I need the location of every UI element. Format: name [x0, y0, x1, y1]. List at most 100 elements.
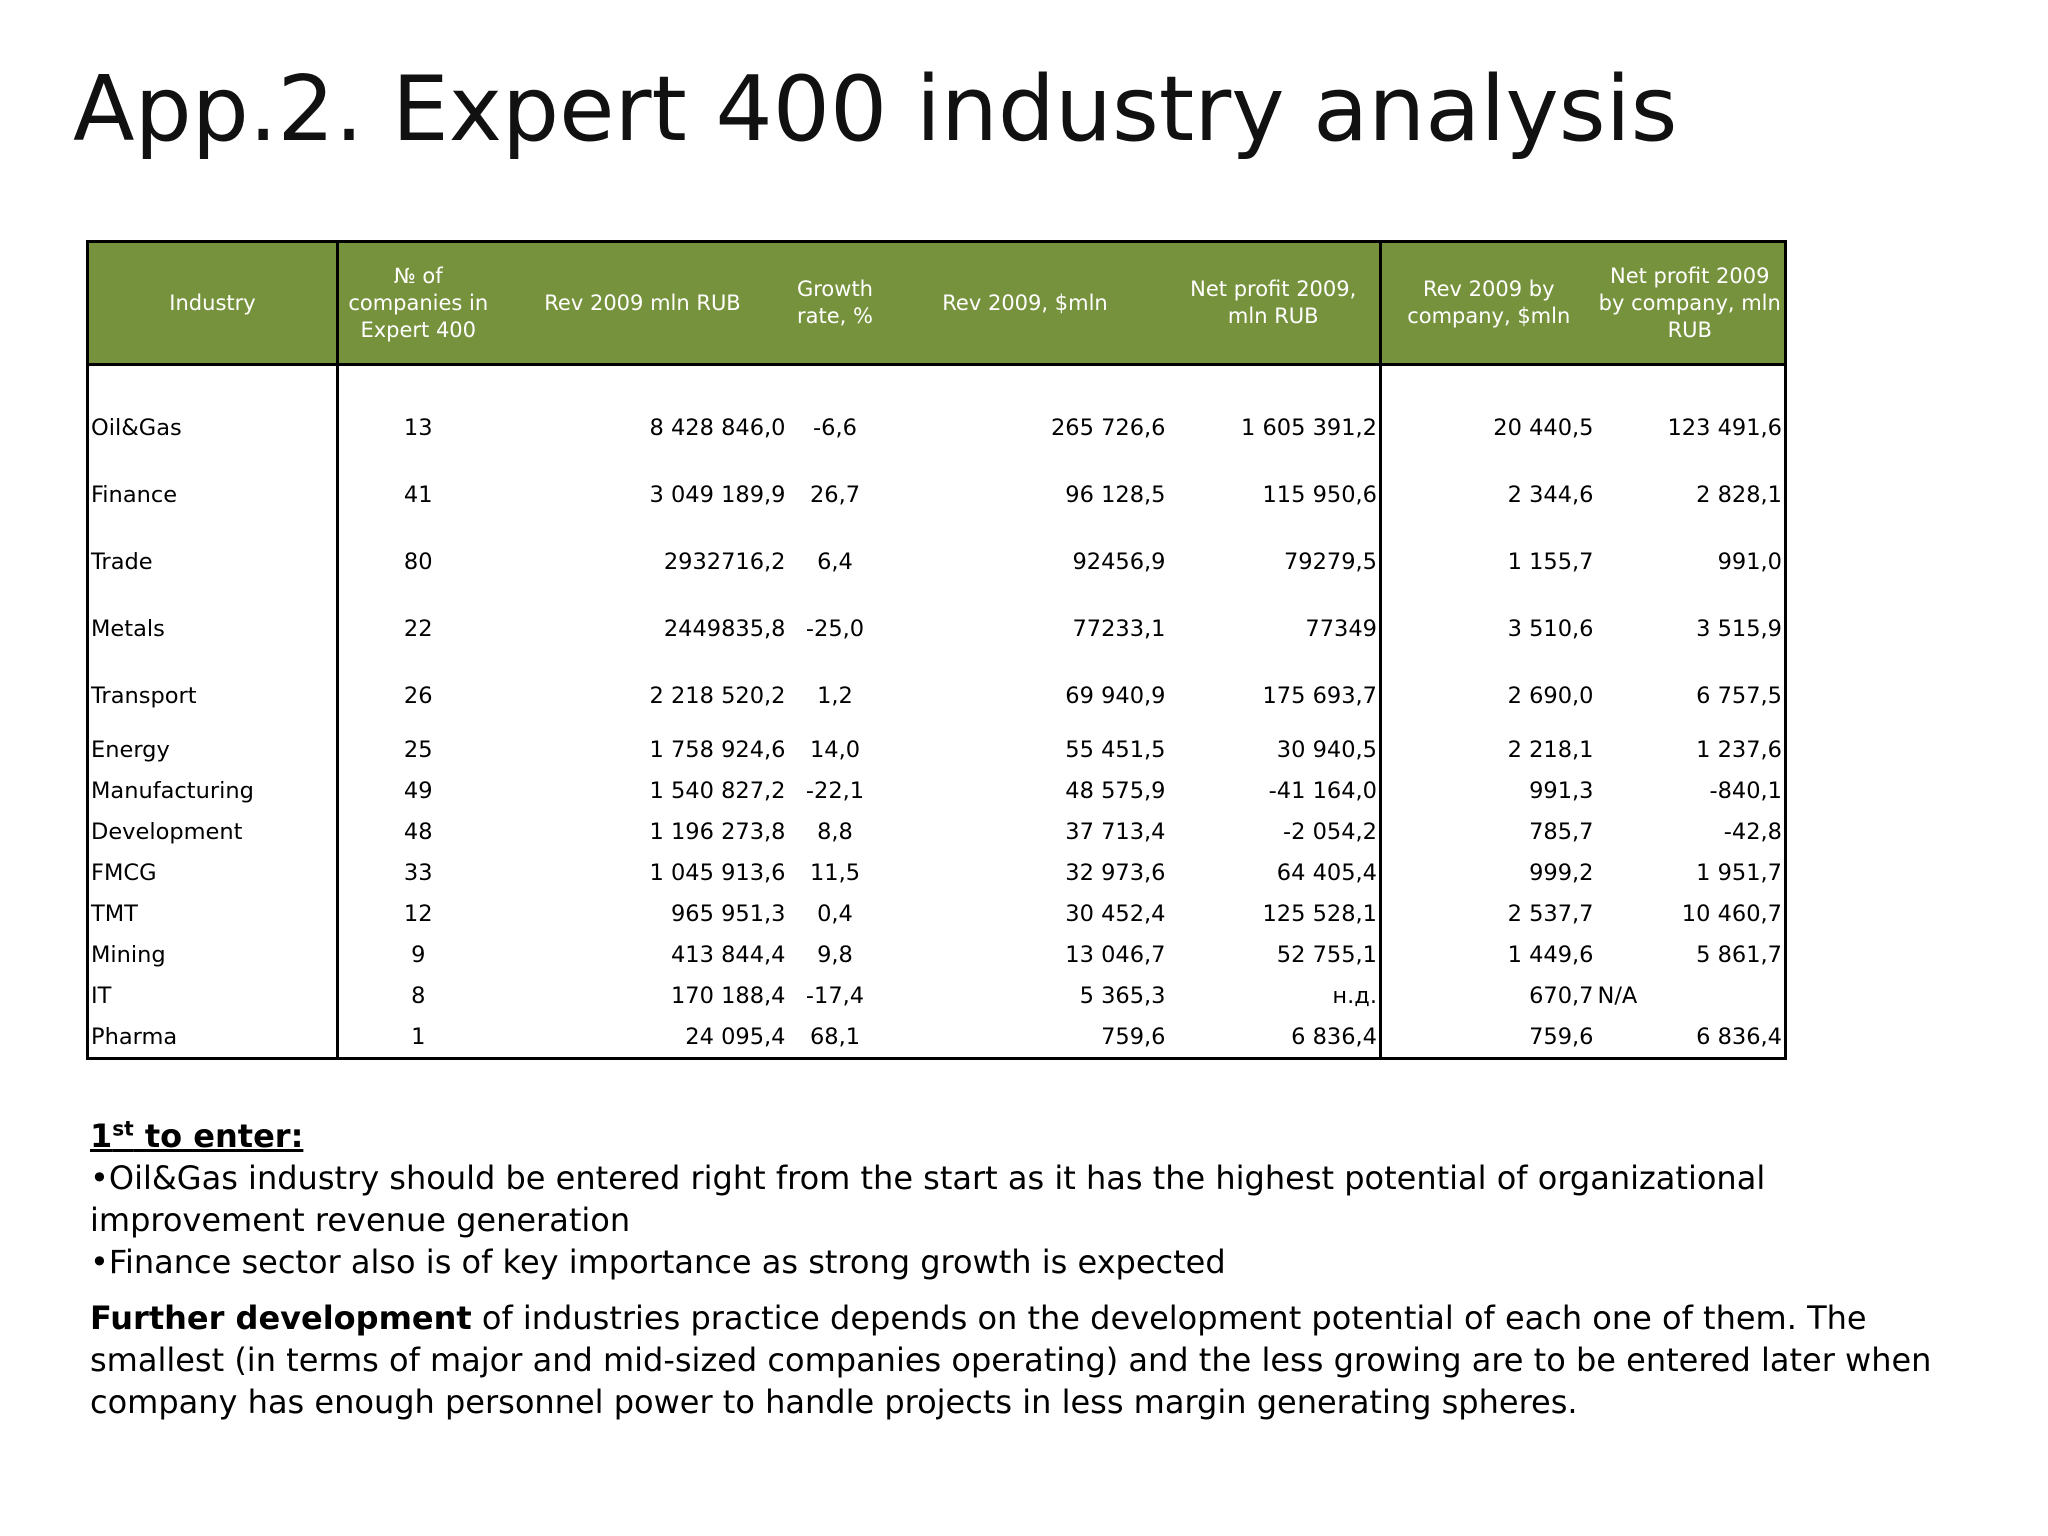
header-profit-by-company: Net profit 2009 by company, mln RUB: [1595, 241, 1786, 366]
notes-section: 1st to enter: •Oil&Gas industry should b…: [90, 1115, 1990, 1423]
cell-rev-rub: 8 428 846,0: [649, 414, 786, 441]
cell-growth: -17,4: [805, 982, 865, 1009]
cell-companies: 22: [336, 595, 498, 662]
cell-profit-by-company: -42,8: [1723, 818, 1782, 845]
cell-profit-by-company: 991,0: [1717, 548, 1782, 575]
cell-net-profit: 52 755,1: [1276, 941, 1377, 968]
cell-growth: -22,1: [805, 777, 865, 804]
table-row: TMT 12 965 951,3 0,4 30 452,4 125 528,1 2 537,…: [88, 893, 1786, 934]
cell-companies: 1: [336, 1016, 498, 1059]
cell-net-profit: н.д.: [1332, 982, 1377, 1009]
cell-rev-usd: 77233,1: [1072, 615, 1166, 642]
cell-industry: Mining: [91, 941, 166, 968]
cell-growth: 14,0: [809, 736, 861, 763]
cell-industry: TMT: [91, 900, 138, 927]
further-development-paragraph: Further development of industries practi…: [90, 1299, 1932, 1421]
cell-companies: 8: [336, 975, 498, 1016]
cell-rev-rub: 170 188,4: [670, 982, 786, 1009]
cell-rev-rub: 1 758 924,6: [649, 736, 786, 763]
cell-industry: Manufacturing: [91, 777, 254, 804]
table-row: Mining 9 413 844,4 9,8 13 046,7 52 755,1 1 449…: [88, 934, 1786, 975]
cell-companies: 9: [336, 934, 498, 975]
cell-rev-usd: 30 452,4: [1065, 900, 1166, 927]
cell-companies: 48: [336, 811, 498, 852]
header-companies-count: № of companies in Expert 400: [336, 241, 498, 366]
header-industry: Industry: [87, 241, 338, 366]
cell-net-profit: 77349: [1305, 615, 1377, 642]
cell-growth: 0,4: [817, 900, 853, 927]
cell-companies: 12: [336, 893, 498, 934]
cell-rev-by-company: 670,7: [1379, 975, 1596, 1016]
cell-profit-by-company: N/A: [1597, 982, 1638, 1009]
cell-rev-rub: 3 049 189,9: [649, 481, 786, 508]
cell-rev-usd: 265 726,6: [1050, 414, 1166, 441]
cell-rev-rub: 2449835,8: [663, 615, 786, 642]
cell-rev-by-company: 2 218,1: [1379, 729, 1596, 770]
cell-rev-rub: 2 218 520,2: [649, 682, 786, 709]
cell-rev-rub: 24 095,4: [685, 1023, 786, 1050]
cell-companies: 49: [336, 770, 498, 811]
table-row: Finance 41 3 049 189,9 26,7 96 128,5 115 950,…: [88, 461, 1786, 528]
cell-rev-by-company: 20 440,5: [1379, 394, 1596, 461]
cell-profit-by-company: 2 828,1: [1696, 481, 1782, 508]
cell-rev-usd: 69 940,9: [1065, 682, 1166, 709]
cell-rev-rub: 1 045 913,6: [649, 859, 786, 886]
table-row: Oil&Gas 13 8 428 846,0 -6,6 265 726,6 1 605 3…: [88, 394, 1786, 461]
cell-rev-rub: 965 951,3: [670, 900, 786, 927]
table-header-row: Industry № of companies in Expert 400 Re…: [87, 241, 1786, 366]
cell-growth: -25,0: [805, 615, 865, 642]
cell-rev-usd: 5 365,3: [1079, 982, 1166, 1009]
spacer-row: [88, 364, 1786, 394]
cell-industry: Energy: [91, 736, 170, 763]
cell-companies: 25: [336, 729, 498, 770]
cell-growth: 68,1: [809, 1023, 861, 1050]
header-net-profit: Net profit 2009, mln RUB: [1167, 241, 1381, 366]
cell-rev-rub: 2932716,2: [663, 548, 786, 575]
cell-rev-usd: 55 451,5: [1065, 736, 1166, 763]
cell-profit-by-company: 1 237,6: [1696, 736, 1782, 763]
table-row: Development 48 1 196 273,8 8,8 37 713,4 -2 05…: [88, 811, 1786, 852]
cell-rev-rub: 1 196 273,8: [649, 818, 786, 845]
cell-industry: Pharma: [91, 1023, 178, 1050]
cell-growth: 26,7: [809, 481, 861, 508]
cell-industry: Oil&Gas: [91, 414, 182, 441]
cell-net-profit: 79279,5: [1283, 548, 1377, 575]
cell-net-profit: 6 836,4: [1291, 1023, 1377, 1050]
cell-companies: 41: [336, 461, 498, 528]
cell-profit-by-company: 3 515,9: [1696, 615, 1782, 642]
cell-profit-by-company: -840,1: [1709, 777, 1782, 804]
cell-rev-usd: 13 046,7: [1065, 941, 1166, 968]
industry-table: Industry № of companies in Expert 400 Re…: [86, 240, 1787, 1060]
cell-industry: Finance: [91, 481, 178, 508]
table-row: IT 8 170 188,4 -17,4 5 365,3 н.д. 670,7 N/A: [88, 975, 1786, 1016]
cell-rev-by-company: 991,3: [1379, 770, 1596, 811]
cell-rev-usd: 48 575,9: [1065, 777, 1166, 804]
cell-industry: Transport: [91, 682, 197, 709]
cell-rev-by-company: 999,2: [1379, 852, 1596, 893]
cell-net-profit: 125 528,1: [1262, 900, 1377, 927]
cell-growth: 9,8: [817, 941, 853, 968]
table-row: FMCG 33 1 045 913,6 11,5 32 973,6 64 405,4 999…: [88, 852, 1786, 893]
cell-growth: -6,6: [813, 414, 857, 441]
cell-rev-usd: 37 713,4: [1065, 818, 1166, 845]
cell-rev-usd: 92456,9: [1072, 548, 1166, 575]
table-row: Manufacturing 49 1 540 827,2 -22,1 48 575,9 -…: [88, 770, 1786, 811]
cell-growth: 11,5: [809, 859, 861, 886]
cell-growth: 8,8: [817, 818, 853, 845]
cell-net-profit: -41 164,0: [1268, 777, 1377, 804]
cell-industry: Development: [91, 818, 243, 845]
first-to-enter-heading: 1st to enter:: [90, 1116, 304, 1155]
cell-growth: 6,4: [817, 548, 853, 575]
table-row: Transport 26 2 218 520,2 1,2 69 940,9 175 693…: [88, 662, 1786, 729]
cell-rev-by-company: 2 690,0: [1379, 662, 1596, 729]
cell-rev-by-company: 1 155,7: [1379, 528, 1596, 595]
cell-rev-usd: 759,6: [1101, 1023, 1166, 1050]
cell-net-profit: 64 405,4: [1276, 859, 1377, 886]
cell-profit-by-company: 5 861,7: [1696, 941, 1782, 968]
page-title: App.2. Expert 400 industry analysis: [73, 57, 1678, 162]
cell-companies: 33: [336, 852, 498, 893]
header-rev-usd: Rev 2009, $mln: [882, 241, 1168, 366]
cell-rev-rub: 1 540 827,2: [649, 777, 786, 804]
header-rev-rub: Rev 2009 mln RUB: [497, 241, 788, 366]
cell-companies: 80: [336, 528, 498, 595]
